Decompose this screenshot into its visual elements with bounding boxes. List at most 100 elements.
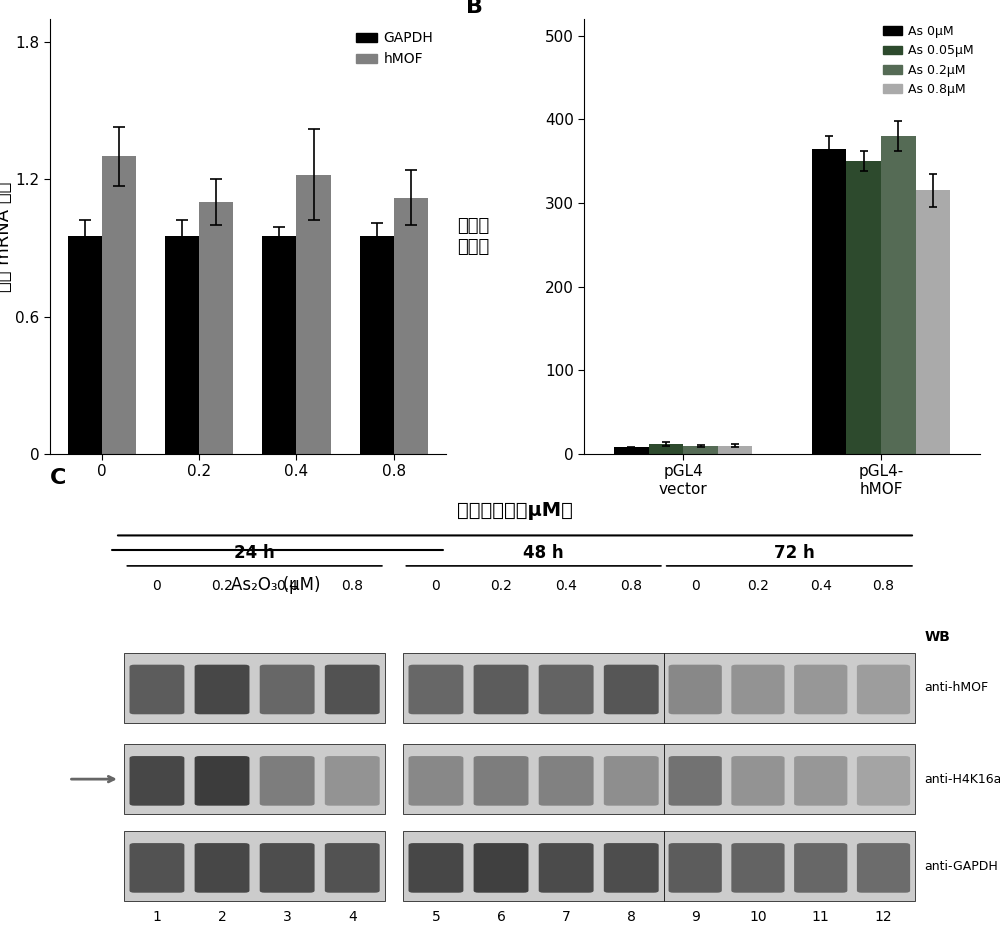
Text: 0: 0 bbox=[691, 579, 700, 593]
Bar bbox=[296, 175, 331, 454]
FancyBboxPatch shape bbox=[195, 665, 249, 714]
Text: 0.2: 0.2 bbox=[747, 579, 769, 593]
Text: 9: 9 bbox=[691, 910, 700, 923]
FancyBboxPatch shape bbox=[474, 843, 528, 893]
FancyBboxPatch shape bbox=[669, 843, 722, 893]
Text: 24 h: 24 h bbox=[234, 544, 275, 562]
Text: 2: 2 bbox=[218, 910, 226, 923]
FancyBboxPatch shape bbox=[260, 843, 315, 893]
Text: 3: 3 bbox=[283, 910, 292, 923]
FancyBboxPatch shape bbox=[604, 665, 659, 714]
Text: 10: 10 bbox=[749, 910, 767, 923]
FancyBboxPatch shape bbox=[130, 843, 184, 893]
FancyBboxPatch shape bbox=[794, 665, 847, 714]
Text: 5: 5 bbox=[432, 910, 440, 923]
FancyBboxPatch shape bbox=[130, 665, 184, 714]
FancyBboxPatch shape bbox=[325, 665, 380, 714]
FancyBboxPatch shape bbox=[195, 843, 249, 893]
FancyBboxPatch shape bbox=[260, 756, 315, 806]
FancyBboxPatch shape bbox=[664, 832, 915, 901]
Bar bbox=[614, 447, 649, 454]
Text: 0.8: 0.8 bbox=[620, 579, 642, 593]
Text: 0: 0 bbox=[153, 579, 161, 593]
FancyBboxPatch shape bbox=[794, 843, 847, 893]
Bar bbox=[881, 136, 916, 454]
Text: 三氧化二砷（μM）: 三氧化二砷（μM） bbox=[457, 500, 573, 519]
Text: C: C bbox=[50, 467, 66, 487]
FancyBboxPatch shape bbox=[409, 756, 463, 806]
Text: anti-H4K16ac: anti-H4K16ac bbox=[924, 773, 1000, 785]
Text: 0.2: 0.2 bbox=[490, 579, 512, 593]
Text: 11: 11 bbox=[812, 910, 830, 923]
FancyBboxPatch shape bbox=[669, 665, 722, 714]
Legend: As 0μM, As 0.05μM, As 0.2μM, As 0.8μM: As 0μM, As 0.05μM, As 0.2μM, As 0.8μM bbox=[883, 26, 974, 96]
FancyBboxPatch shape bbox=[857, 665, 910, 714]
FancyBboxPatch shape bbox=[403, 653, 664, 723]
FancyBboxPatch shape bbox=[195, 756, 249, 806]
Bar bbox=[262, 236, 296, 454]
Text: 1: 1 bbox=[153, 910, 161, 923]
FancyBboxPatch shape bbox=[664, 745, 915, 814]
Bar bbox=[102, 156, 136, 454]
Y-axis label: 相对 mRNA 水平: 相对 mRNA 水平 bbox=[0, 182, 13, 291]
Text: 7: 7 bbox=[562, 910, 571, 923]
FancyBboxPatch shape bbox=[731, 843, 785, 893]
Text: B: B bbox=[466, 0, 483, 17]
Bar bbox=[68, 236, 102, 454]
Text: 48 h: 48 h bbox=[523, 544, 563, 562]
Y-axis label: 荧光素
酶活性: 荧光素 酶活性 bbox=[457, 217, 490, 256]
Bar bbox=[846, 161, 881, 454]
Text: 12: 12 bbox=[875, 910, 892, 923]
Text: 72 h: 72 h bbox=[774, 544, 814, 562]
FancyBboxPatch shape bbox=[409, 665, 463, 714]
FancyBboxPatch shape bbox=[604, 756, 659, 806]
FancyBboxPatch shape bbox=[669, 756, 722, 806]
FancyBboxPatch shape bbox=[124, 832, 385, 901]
Bar bbox=[360, 236, 394, 454]
Bar bbox=[718, 446, 752, 454]
FancyBboxPatch shape bbox=[857, 843, 910, 893]
Bar bbox=[812, 149, 846, 454]
Text: 0: 0 bbox=[432, 579, 440, 593]
FancyBboxPatch shape bbox=[130, 756, 184, 806]
Text: 0.8: 0.8 bbox=[873, 579, 895, 593]
FancyBboxPatch shape bbox=[794, 756, 847, 806]
Legend: GAPDH, hMOF: GAPDH, hMOF bbox=[350, 26, 439, 72]
FancyBboxPatch shape bbox=[260, 665, 315, 714]
Text: 4: 4 bbox=[348, 910, 357, 923]
Text: anti-GAPDH: anti-GAPDH bbox=[924, 860, 998, 872]
Text: 0.4: 0.4 bbox=[276, 579, 298, 593]
FancyBboxPatch shape bbox=[403, 832, 664, 901]
Bar bbox=[394, 198, 428, 454]
FancyBboxPatch shape bbox=[539, 843, 594, 893]
Text: 0.4: 0.4 bbox=[810, 579, 832, 593]
Text: 8: 8 bbox=[627, 910, 636, 923]
FancyBboxPatch shape bbox=[325, 843, 380, 893]
Text: anti-hMOF: anti-hMOF bbox=[924, 681, 988, 694]
Bar bbox=[199, 202, 233, 454]
FancyBboxPatch shape bbox=[664, 653, 915, 723]
Text: WB: WB bbox=[924, 630, 950, 644]
FancyBboxPatch shape bbox=[604, 843, 659, 893]
FancyBboxPatch shape bbox=[409, 843, 463, 893]
FancyBboxPatch shape bbox=[124, 745, 385, 814]
FancyBboxPatch shape bbox=[325, 756, 380, 806]
FancyBboxPatch shape bbox=[403, 745, 664, 814]
Bar bbox=[649, 444, 683, 454]
FancyBboxPatch shape bbox=[731, 665, 785, 714]
Text: 0.4: 0.4 bbox=[555, 579, 577, 593]
FancyBboxPatch shape bbox=[539, 756, 594, 806]
FancyBboxPatch shape bbox=[474, 756, 528, 806]
Bar bbox=[683, 446, 718, 454]
FancyBboxPatch shape bbox=[474, 665, 528, 714]
Text: 0.8: 0.8 bbox=[341, 579, 363, 593]
Text: 6: 6 bbox=[497, 910, 505, 923]
Text: As₂O₃ (μM): As₂O₃ (μM) bbox=[231, 576, 320, 594]
Bar bbox=[165, 236, 199, 454]
Text: 0.2: 0.2 bbox=[211, 579, 233, 593]
FancyBboxPatch shape bbox=[731, 756, 785, 806]
FancyBboxPatch shape bbox=[857, 756, 910, 806]
FancyBboxPatch shape bbox=[124, 653, 385, 723]
FancyBboxPatch shape bbox=[539, 665, 594, 714]
Bar bbox=[916, 190, 950, 454]
